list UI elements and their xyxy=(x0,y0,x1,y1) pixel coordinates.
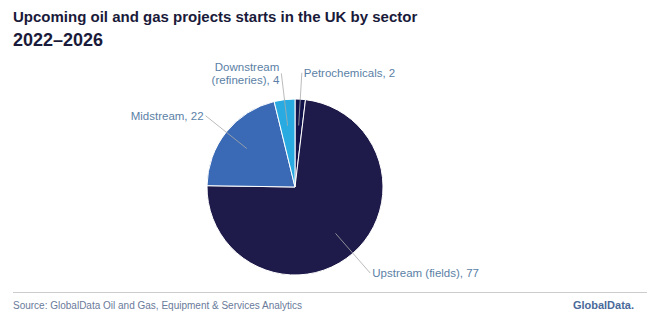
svg-text:Midstream, 22: Midstream, 22 xyxy=(131,110,204,122)
html-text:Source: GlobalData Oil and Gas: Source: GlobalData Oil and Gas, Equipmen… xyxy=(13,300,302,311)
html-text:GlobalData.: GlobalData. xyxy=(572,299,634,311)
svg-text:Downstream(refineries), 4: Downstream(refineries), 4 xyxy=(212,61,280,86)
html-text:Upcoming oil and gas projects: Upcoming oil and gas projects starts in … xyxy=(13,8,418,25)
html-text:2022–2026: 2022–2026 xyxy=(13,30,104,50)
svg-text:Upstream (fields), 77: Upstream (fields), 77 xyxy=(372,267,479,279)
svg-text:Petrochemicals, 2: Petrochemicals, 2 xyxy=(304,67,395,79)
